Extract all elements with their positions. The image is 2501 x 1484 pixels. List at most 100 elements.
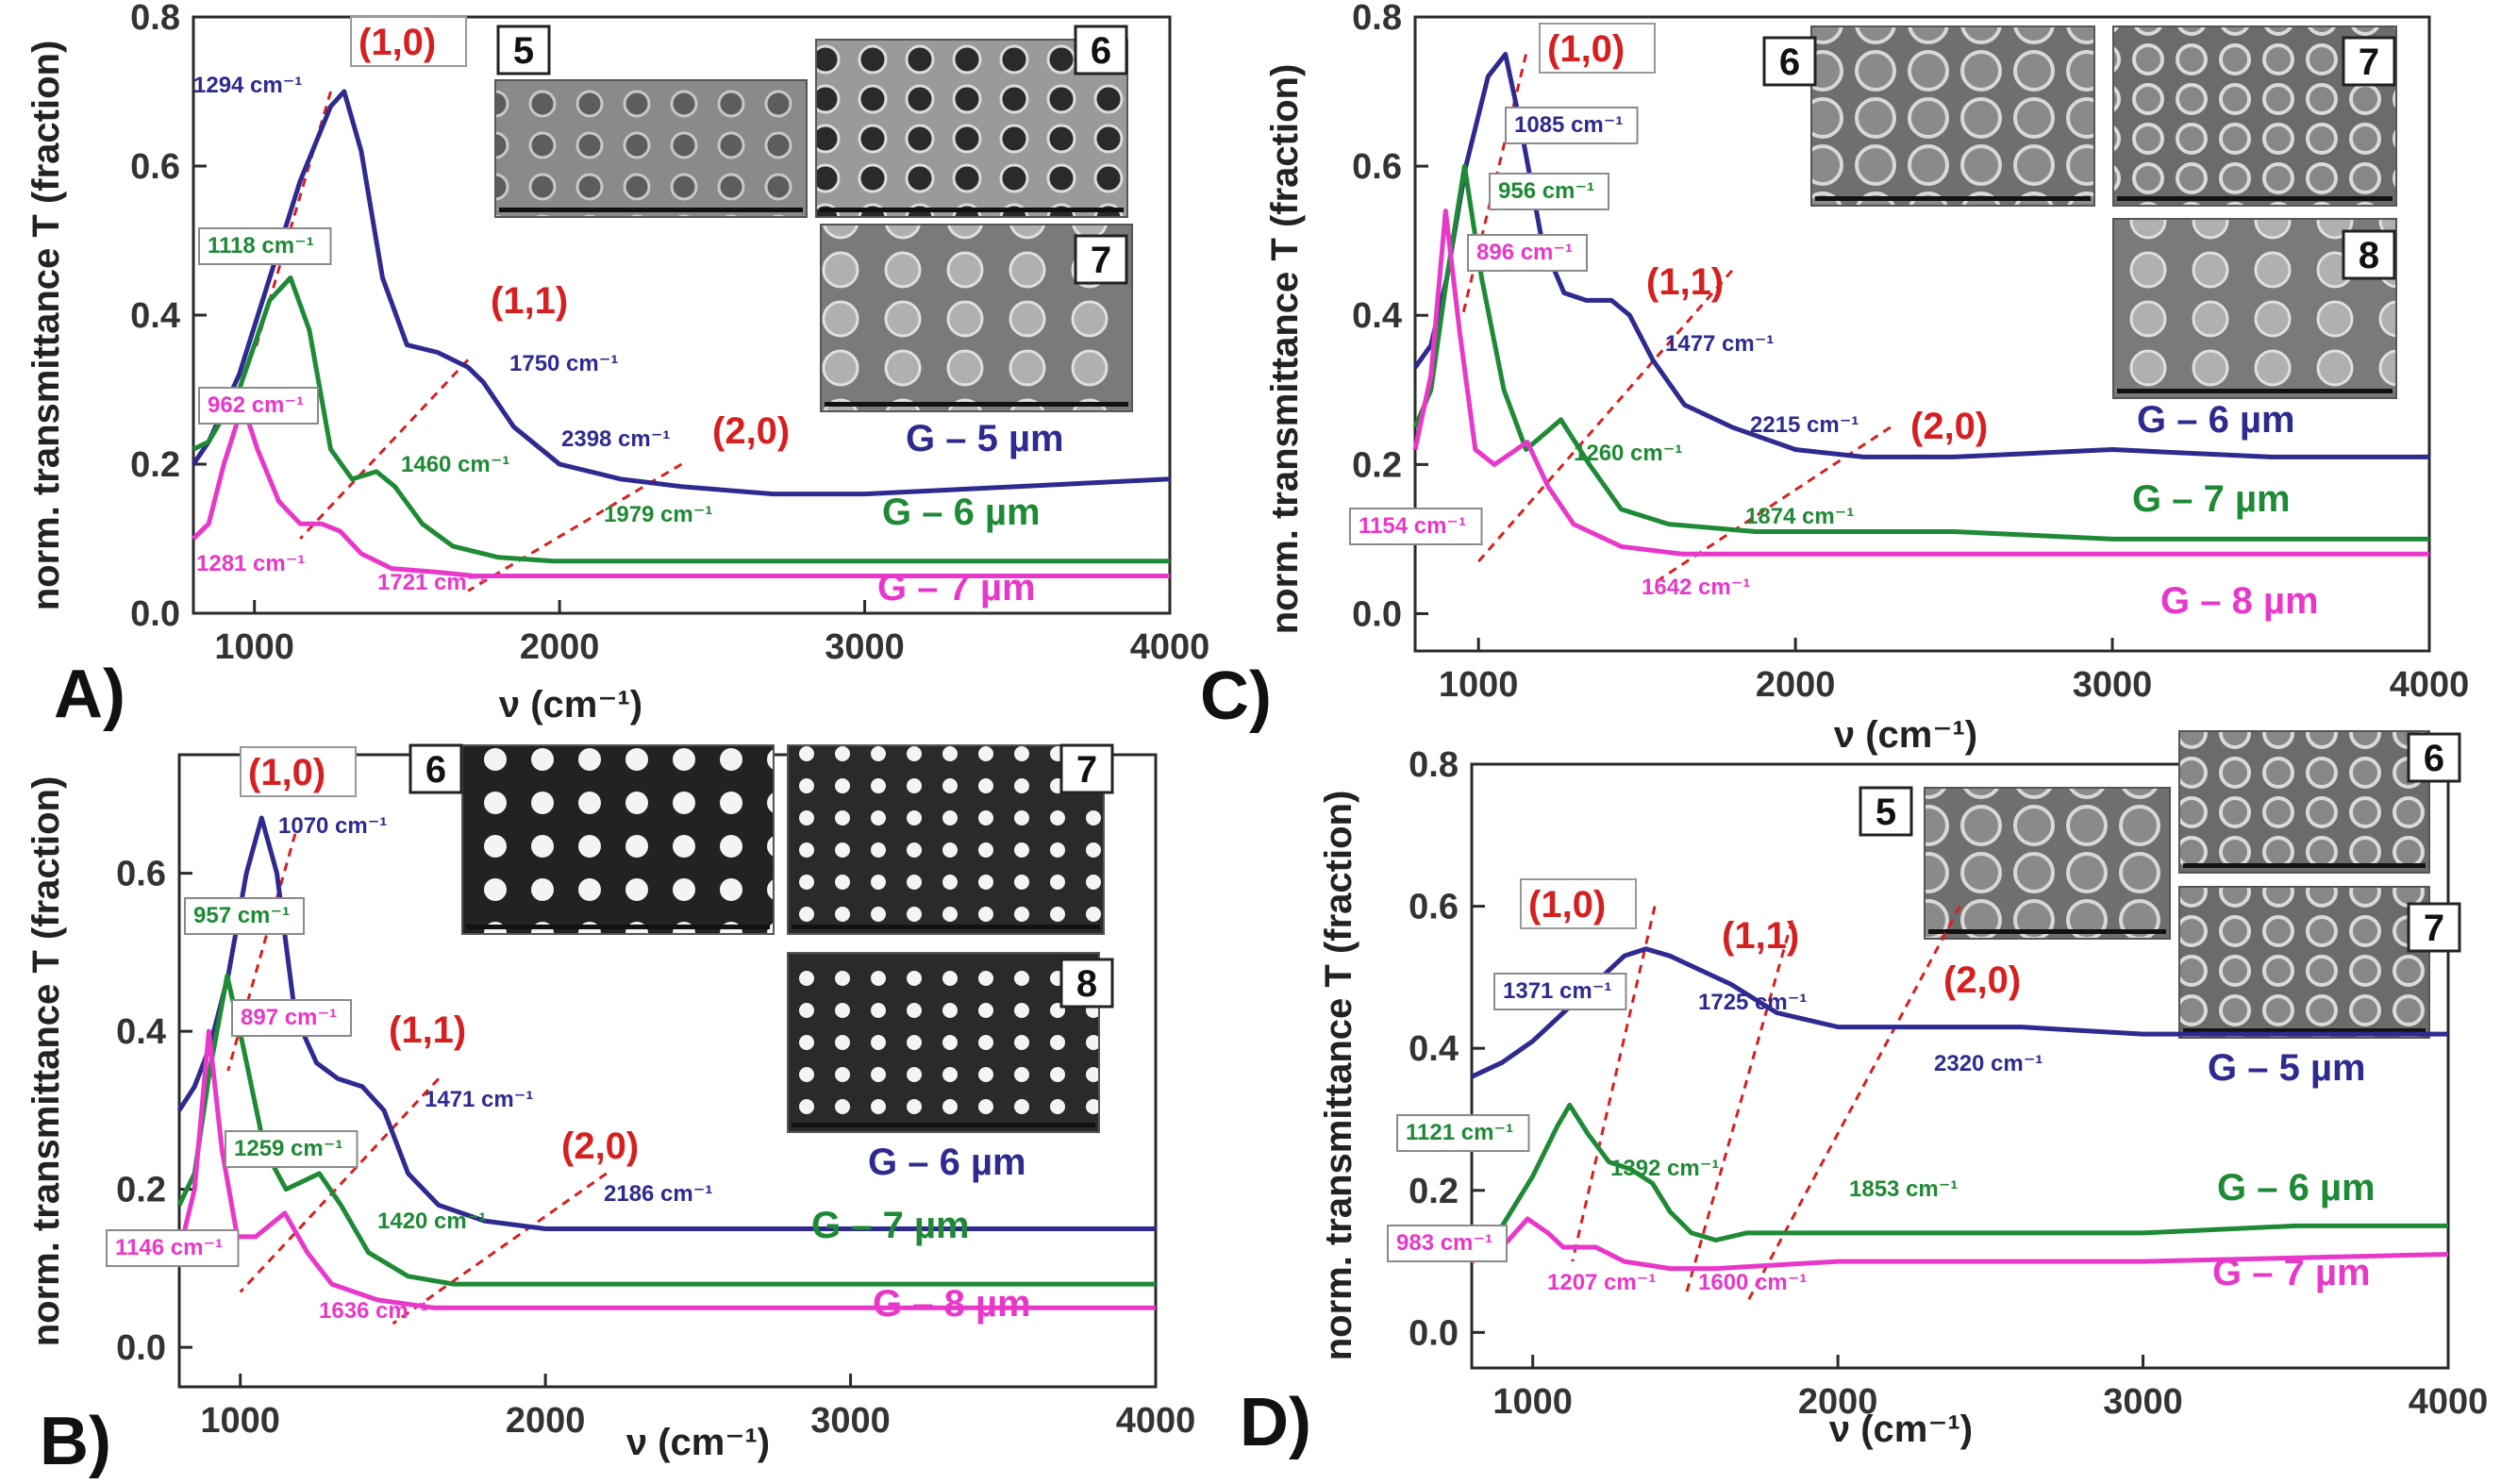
peak-label-box [106, 1229, 240, 1267]
sem-scale-bar [499, 208, 803, 212]
diffraction-order-line [239, 1077, 441, 1293]
peak-label: 957 cm⁻¹ [193, 903, 290, 928]
sem-inset-label-box [1074, 25, 1128, 75]
sem-scale-bar [792, 925, 1100, 929]
series-label: G – 8 µm [873, 1283, 1031, 1325]
y-tick-label: 0.2 [116, 1171, 166, 1210]
x-axis-title-b: ν (cm⁻¹) [626, 1422, 770, 1463]
x-tick-label: 4000 [2409, 1382, 2489, 1422]
sem-inset-image [2112, 218, 2397, 399]
x-tick-label: 4000 [1130, 627, 1210, 667]
sem-inset-label-box [408, 743, 463, 794]
sem-inset-label: 6 [2424, 738, 2444, 779]
y-tick-label: 0.8 [130, 0, 180, 38]
sem-scale-bar [2183, 1028, 2426, 1033]
y-tick-label: 0.2 [1352, 445, 1402, 485]
peak-label: 2186 cm⁻¹ [604, 1181, 712, 1207]
sem-scale-bar [825, 402, 1128, 407]
x-tick-label: 2000 [506, 1401, 586, 1441]
peak-label: 1600 cm⁻¹ [1698, 1270, 1807, 1295]
panel-label: B) [40, 1404, 111, 1479]
diffraction-order-label: (2,0) [1910, 406, 1988, 447]
sem-scale-bar [2117, 389, 2393, 393]
y-tick-label: 0.4 [1409, 1029, 1459, 1069]
series-line-7um [176, 974, 1156, 1287]
peak-label: 956 cm⁻¹ [1498, 178, 1594, 204]
x-tick-label: 3000 [2073, 665, 2153, 705]
sem-inset-label-box [1074, 234, 1128, 285]
x-axis-title-d: ν (cm⁻¹) [1829, 1409, 1973, 1450]
x-tick-label: 1000 [200, 1401, 280, 1441]
diffraction-order-label: (1,0) [1547, 28, 1625, 70]
peak-label: 1371 cm⁻¹ [1503, 978, 1611, 1004]
peak-label: 896 cm⁻¹ [1476, 240, 1573, 265]
sem-scale-bar [820, 208, 1124, 212]
peak-label: 1636 cm⁻¹ [319, 1298, 427, 1324]
sem-inset-image [1810, 25, 2095, 207]
peak-label: 1121 cm⁻¹ [1406, 1120, 1513, 1145]
y-axis-title-d: norm. transmittance T (fraction) [1318, 791, 1359, 1361]
peak-label: 1477 cm⁻¹ [1665, 331, 1774, 357]
diffraction-order-label: (1,1) [1722, 915, 1799, 957]
panel-b: 1000 2000 3000 4000 0.0 0.2 0.4 0.6 6 7 8 (1,0) (1,1… [40, 743, 1196, 1479]
y-tick-label: 0.6 [130, 147, 180, 187]
series-line-7um [192, 402, 1170, 578]
sem-inset-label-box [2342, 36, 2396, 87]
sem-inset-label: 7 [1076, 749, 1097, 791]
sem-inset-label-box [496, 25, 551, 75]
y-tick-label: 0.0 [1409, 1313, 1459, 1353]
sem-inset-label-box [1059, 743, 1114, 794]
peak-label: 1420 cm⁻¹ [377, 1209, 486, 1234]
peak-label-box [198, 227, 332, 265]
sem-inset-image [494, 79, 808, 218]
sem-scale-bar [2183, 863, 2426, 868]
sem-inset-label: 6 [1091, 30, 1111, 72]
order-label-box [350, 16, 467, 67]
x-tick-label: 2000 [1756, 665, 1836, 705]
sem-scale-bar [466, 925, 770, 929]
series-line-6um [192, 275, 1170, 564]
diffraction-order-line [1571, 906, 1657, 1262]
series-line-6um [1470, 1102, 2448, 1250]
sem-inset-label: 8 [2359, 235, 2379, 276]
y-tick-label: 0.0 [1352, 594, 1402, 634]
diffraction-order-line [467, 462, 683, 592]
order-label-box [1520, 878, 1637, 929]
x-tick-label: 4000 [1116, 1401, 1196, 1441]
peak-label: 1979 cm⁻¹ [604, 502, 712, 527]
peak-label-box [184, 897, 305, 935]
series-line-8um [1412, 208, 2429, 557]
peak-label: 1260 cm⁻¹ [1574, 441, 1682, 466]
series-label: G – 8 µm [2160, 580, 2319, 622]
sem-inset-label: 7 [2424, 908, 2444, 949]
sem-inset-label-box [2407, 732, 2461, 783]
peak-label-box [1505, 107, 1639, 144]
peak-label-box [198, 387, 319, 425]
sem-inset-label-box [2407, 902, 2461, 953]
peak-label: 1392 cm⁻¹ [1610, 1156, 1719, 1181]
peak-label: 2320 cm⁻¹ [1934, 1051, 2042, 1076]
y-axis-title-b: norm. transmittance T (fraction) [25, 776, 67, 1347]
sem-inset-label: 6 [1779, 42, 1800, 83]
sem-inset-image [2178, 730, 2430, 874]
series-line-5um [1470, 946, 2448, 1079]
x-tick-label: 3000 [825, 627, 905, 667]
diffraction-order-label: (1,0) [358, 22, 436, 63]
sem-inset-label-box [1859, 786, 1913, 837]
series-label: G – 5 µm [906, 418, 1064, 459]
x-tick-label: 1000 [1439, 665, 1519, 705]
sem-inset-image [2178, 886, 2430, 1039]
diffraction-order-line [299, 358, 470, 541]
peak-label: 962 cm⁻¹ [208, 392, 304, 418]
peak-label: 1725 cm⁻¹ [1698, 990, 1807, 1015]
y-tick-label: 0.6 [116, 855, 166, 894]
y-tick-label: 0.4 [116, 1012, 166, 1052]
peak-label-box [1493, 973, 1627, 1010]
diffraction-order-label: (2,0) [561, 1126, 639, 1167]
peak-label: 2215 cm⁻¹ [1750, 412, 1859, 438]
diffraction-order-line [226, 833, 297, 1072]
peak-label: 983 cm⁻¹ [1396, 1230, 1492, 1256]
panel-c: 1000 2000 3000 4000 0.0 0.2 0.4 0.6 0.8 6 7 8 (1,0) (… [1200, 0, 2469, 734]
y-tick-label: 0.8 [1409, 745, 1459, 785]
